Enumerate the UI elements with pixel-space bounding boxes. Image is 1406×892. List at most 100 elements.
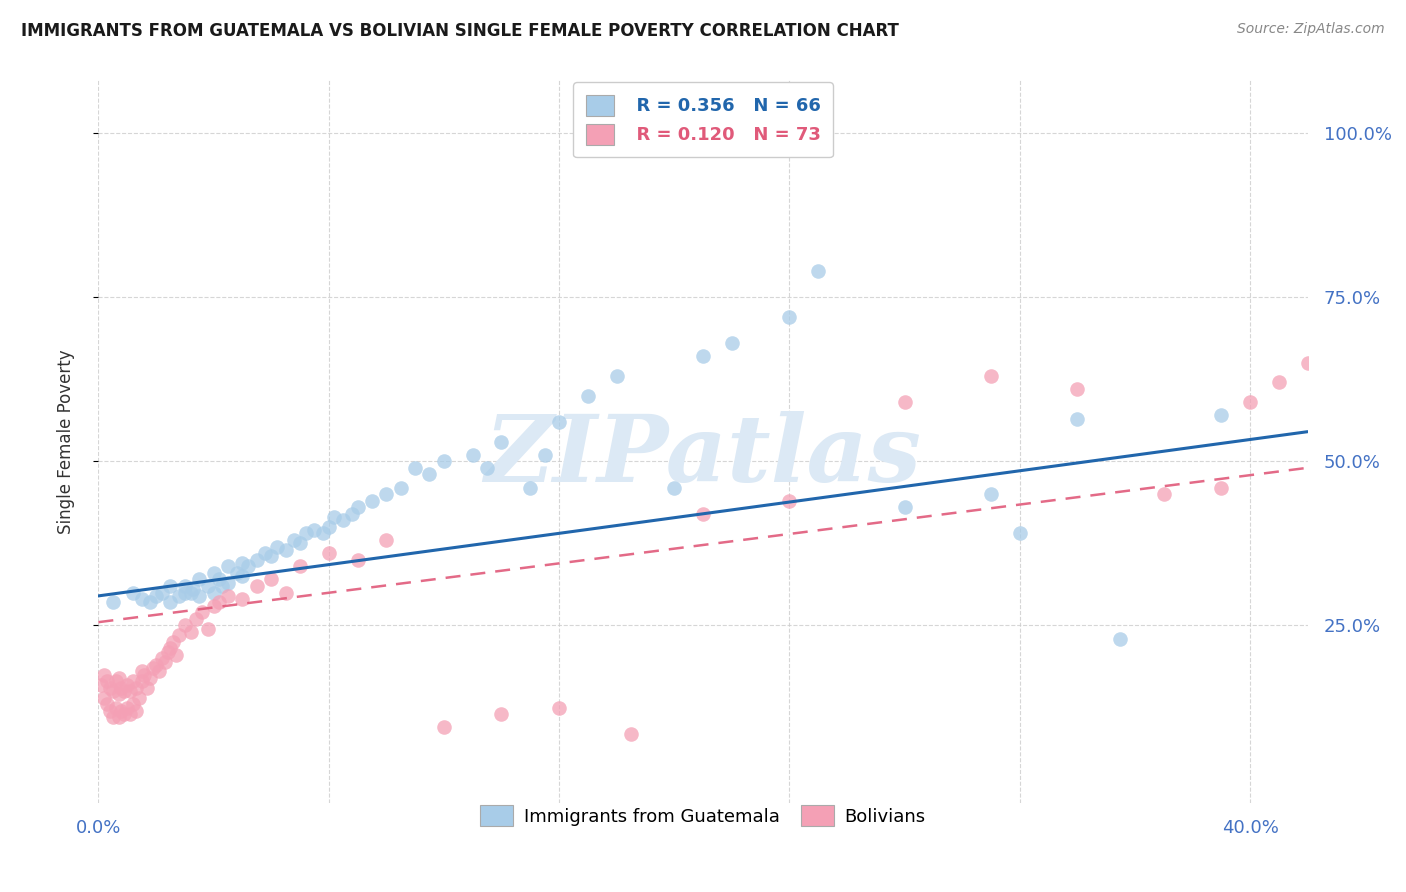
Point [893,500,915,515]
Point [548,415,571,429]
Point [120,684,142,698]
Point [159,579,181,593]
Point [1239,395,1261,409]
Point [188,573,211,587]
Point [107,687,129,701]
Point [202,599,225,613]
Point [346,500,368,515]
Point [1008,526,1031,541]
Y-axis label: Single Female Poverty: Single Female Poverty [56,350,75,533]
Point [1296,356,1319,370]
Point [318,520,340,534]
Point [217,589,239,603]
Point [225,566,247,580]
Point [461,448,484,462]
Point [246,553,269,567]
Point [128,690,150,705]
Point [519,481,541,495]
Point [236,559,259,574]
Point [620,727,643,741]
Point [231,556,253,570]
Point [211,579,233,593]
Point [173,618,195,632]
Point [136,681,159,695]
Point [122,585,145,599]
Point [110,681,132,695]
Point [491,707,513,722]
Point [122,674,145,689]
Point [692,507,714,521]
Point [533,448,555,462]
Point [162,635,184,649]
Point [139,671,162,685]
Point [254,546,277,560]
Point [93,690,115,705]
Point [340,507,363,521]
Point [1153,487,1175,501]
Point [418,467,440,482]
Point [112,707,135,722]
Point [148,665,170,679]
Point [131,592,153,607]
Point [145,589,167,603]
Point [125,704,148,718]
Point [1211,409,1233,423]
Point [980,368,1002,383]
Point [101,684,124,698]
Point [1211,481,1233,495]
Point [208,573,231,587]
Point [142,661,165,675]
Point [361,493,384,508]
Point [332,513,354,527]
Point [346,553,368,567]
Point [548,700,571,714]
Point [217,559,239,574]
Point [165,648,187,662]
Point [115,677,138,691]
Point [375,487,398,501]
Point [404,460,426,475]
Point [125,681,148,695]
Point [288,536,311,550]
Point [93,667,115,681]
Point [112,684,135,698]
Point [101,595,124,609]
Point [664,481,686,495]
Point [150,651,173,665]
Point [167,628,190,642]
Point [98,681,121,695]
Point [107,710,129,724]
Point [260,573,283,587]
Point [153,655,176,669]
Point [231,569,253,583]
Point [98,704,121,718]
Point [274,542,297,557]
Point [197,622,219,636]
Point [1324,349,1347,363]
Point [191,605,214,619]
Point [246,579,269,593]
Point [720,336,742,351]
Point [231,592,253,607]
Legend: Immigrants from Guatemala, Bolivians: Immigrants from Guatemala, Bolivians [470,795,936,837]
Point [104,674,127,689]
Point [186,612,208,626]
Point [96,674,118,689]
Point [433,720,456,734]
Point [156,645,179,659]
Point [96,698,118,712]
Point [131,674,153,689]
Point [260,549,283,564]
Point [389,481,412,495]
Point [807,264,830,278]
Point [304,523,326,537]
Point [202,585,225,599]
Point [188,589,211,603]
Point [104,700,127,714]
Point [122,698,145,712]
Point [202,566,225,580]
Point [159,641,181,656]
Point [180,585,202,599]
Point [893,395,915,409]
Point [475,460,498,475]
